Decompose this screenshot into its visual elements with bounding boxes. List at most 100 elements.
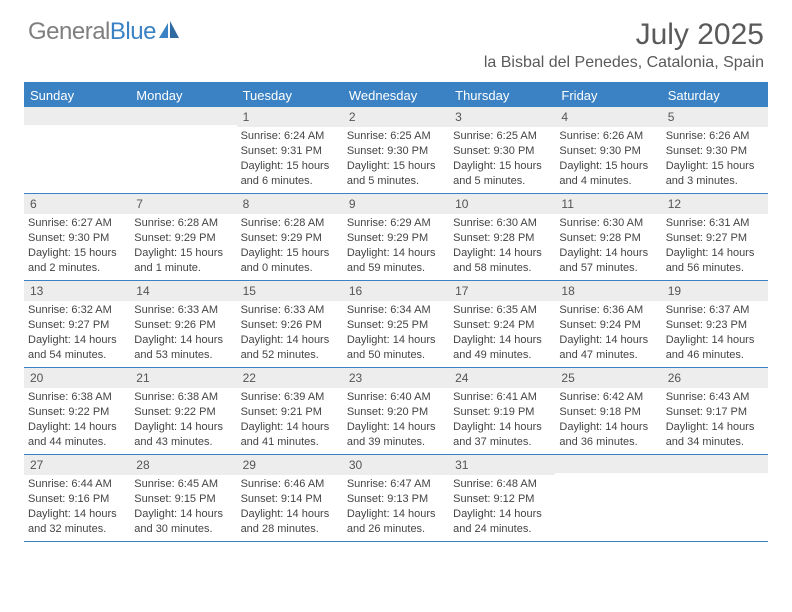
daylight: Daylight: 14 hours and 50 minutes. — [347, 333, 445, 363]
day-number: 29 — [237, 455, 343, 475]
day-number — [130, 107, 236, 125]
sunset: Sunset: 9:17 PM — [666, 405, 764, 420]
daylight: Daylight: 14 hours and 57 minutes. — [559, 246, 657, 276]
day-cell: 31Sunrise: 6:48 AMSunset: 9:12 PMDayligh… — [449, 455, 555, 541]
header: GeneralBlue July 2025 la Bisbal del Pene… — [0, 0, 792, 76]
day-number — [555, 455, 661, 473]
daylight: Daylight: 14 hours and 32 minutes. — [28, 507, 126, 537]
dow-wednesday: Wednesday — [343, 84, 449, 107]
day-cell: 6Sunrise: 6:27 AMSunset: 9:30 PMDaylight… — [24, 194, 130, 280]
day-body: Sunrise: 6:48 AMSunset: 9:12 PMDaylight:… — [449, 477, 555, 540]
day-number: 22 — [237, 368, 343, 388]
sunrise: Sunrise: 6:24 AM — [241, 129, 339, 144]
day-number: 19 — [662, 281, 768, 301]
dow-row: Sunday Monday Tuesday Wednesday Thursday… — [24, 84, 768, 107]
day-body: Sunrise: 6:39 AMSunset: 9:21 PMDaylight:… — [237, 390, 343, 453]
day-cell: 20Sunrise: 6:38 AMSunset: 9:22 PMDayligh… — [24, 368, 130, 454]
day-number: 13 — [24, 281, 130, 301]
day-body: Sunrise: 6:30 AMSunset: 9:28 PMDaylight:… — [449, 216, 555, 279]
sunset: Sunset: 9:27 PM — [666, 231, 764, 246]
sunset: Sunset: 9:22 PM — [28, 405, 126, 420]
sunrise: Sunrise: 6:26 AM — [666, 129, 764, 144]
day-body: Sunrise: 6:34 AMSunset: 9:25 PMDaylight:… — [343, 303, 449, 366]
day-body: Sunrise: 6:35 AMSunset: 9:24 PMDaylight:… — [449, 303, 555, 366]
day-body: Sunrise: 6:26 AMSunset: 9:30 PMDaylight:… — [662, 129, 768, 192]
sunrise: Sunrise: 6:28 AM — [241, 216, 339, 231]
day-cell: 1Sunrise: 6:24 AMSunset: 9:31 PMDaylight… — [237, 107, 343, 193]
day-cell: 27Sunrise: 6:44 AMSunset: 9:16 PMDayligh… — [24, 455, 130, 541]
sunset: Sunset: 9:23 PM — [666, 318, 764, 333]
day-cell: 17Sunrise: 6:35 AMSunset: 9:24 PMDayligh… — [449, 281, 555, 367]
day-body: Sunrise: 6:29 AMSunset: 9:29 PMDaylight:… — [343, 216, 449, 279]
day-number: 21 — [130, 368, 236, 388]
day-number: 24 — [449, 368, 555, 388]
sunrise: Sunrise: 6:43 AM — [666, 390, 764, 405]
day-number: 30 — [343, 455, 449, 475]
day-body: Sunrise: 6:47 AMSunset: 9:13 PMDaylight:… — [343, 477, 449, 540]
sunset: Sunset: 9:28 PM — [559, 231, 657, 246]
day-body: Sunrise: 6:25 AMSunset: 9:30 PMDaylight:… — [449, 129, 555, 192]
sunset: Sunset: 9:25 PM — [347, 318, 445, 333]
sunset: Sunset: 9:30 PM — [28, 231, 126, 246]
sunrise: Sunrise: 6:33 AM — [241, 303, 339, 318]
day-cell — [555, 455, 661, 541]
sunrise: Sunrise: 6:33 AM — [134, 303, 232, 318]
day-number: 5 — [662, 107, 768, 127]
week-row: 20Sunrise: 6:38 AMSunset: 9:22 PMDayligh… — [24, 368, 768, 455]
sunrise: Sunrise: 6:29 AM — [347, 216, 445, 231]
sunrise: Sunrise: 6:35 AM — [453, 303, 551, 318]
daylight: Daylight: 14 hours and 44 minutes. — [28, 420, 126, 450]
day-body: Sunrise: 6:43 AMSunset: 9:17 PMDaylight:… — [662, 390, 768, 453]
day-number: 26 — [662, 368, 768, 388]
sunrise: Sunrise: 6:42 AM — [559, 390, 657, 405]
day-number: 1 — [237, 107, 343, 127]
sunrise: Sunrise: 6:39 AM — [241, 390, 339, 405]
day-number: 23 — [343, 368, 449, 388]
day-cell: 16Sunrise: 6:34 AMSunset: 9:25 PMDayligh… — [343, 281, 449, 367]
daylight: Daylight: 14 hours and 37 minutes. — [453, 420, 551, 450]
daylight: Daylight: 14 hours and 36 minutes. — [559, 420, 657, 450]
daylight: Daylight: 15 hours and 6 minutes. — [241, 159, 339, 189]
day-number: 18 — [555, 281, 661, 301]
sunset: Sunset: 9:18 PM — [559, 405, 657, 420]
weeks-container: 1Sunrise: 6:24 AMSunset: 9:31 PMDaylight… — [24, 107, 768, 542]
day-number: 31 — [449, 455, 555, 475]
day-number: 6 — [24, 194, 130, 214]
calendar: Sunday Monday Tuesday Wednesday Thursday… — [24, 82, 768, 542]
day-cell: 12Sunrise: 6:31 AMSunset: 9:27 PMDayligh… — [662, 194, 768, 280]
day-cell: 18Sunrise: 6:36 AMSunset: 9:24 PMDayligh… — [555, 281, 661, 367]
day-body: Sunrise: 6:33 AMSunset: 9:26 PMDaylight:… — [130, 303, 236, 366]
sunset: Sunset: 9:24 PM — [453, 318, 551, 333]
day-number — [662, 455, 768, 473]
day-cell: 19Sunrise: 6:37 AMSunset: 9:23 PMDayligh… — [662, 281, 768, 367]
day-cell: 4Sunrise: 6:26 AMSunset: 9:30 PMDaylight… — [555, 107, 661, 193]
daylight: Daylight: 14 hours and 52 minutes. — [241, 333, 339, 363]
day-body: Sunrise: 6:27 AMSunset: 9:30 PMDaylight:… — [24, 216, 130, 279]
day-body: Sunrise: 6:40 AMSunset: 9:20 PMDaylight:… — [343, 390, 449, 453]
day-cell: 21Sunrise: 6:38 AMSunset: 9:22 PMDayligh… — [130, 368, 236, 454]
sunrise: Sunrise: 6:30 AM — [559, 216, 657, 231]
sunrise: Sunrise: 6:44 AM — [28, 477, 126, 492]
day-body: Sunrise: 6:25 AMSunset: 9:30 PMDaylight:… — [343, 129, 449, 192]
day-body: Sunrise: 6:24 AMSunset: 9:31 PMDaylight:… — [237, 129, 343, 192]
sunrise: Sunrise: 6:40 AM — [347, 390, 445, 405]
daylight: Daylight: 14 hours and 56 minutes. — [666, 246, 764, 276]
dow-tuesday: Tuesday — [237, 84, 343, 107]
day-body: Sunrise: 6:26 AMSunset: 9:30 PMDaylight:… — [555, 129, 661, 192]
sunset: Sunset: 9:31 PM — [241, 144, 339, 159]
day-cell: 30Sunrise: 6:47 AMSunset: 9:13 PMDayligh… — [343, 455, 449, 541]
day-body: Sunrise: 6:42 AMSunset: 9:18 PMDaylight:… — [555, 390, 661, 453]
day-body: Sunrise: 6:30 AMSunset: 9:28 PMDaylight:… — [555, 216, 661, 279]
location: la Bisbal del Penedes, Catalonia, Spain — [484, 54, 764, 72]
daylight: Daylight: 14 hours and 43 minutes. — [134, 420, 232, 450]
day-body: Sunrise: 6:28 AMSunset: 9:29 PMDaylight:… — [130, 216, 236, 279]
sunset: Sunset: 9:13 PM — [347, 492, 445, 507]
daylight: Daylight: 14 hours and 58 minutes. — [453, 246, 551, 276]
day-cell: 11Sunrise: 6:30 AMSunset: 9:28 PMDayligh… — [555, 194, 661, 280]
sunrise: Sunrise: 6:36 AM — [559, 303, 657, 318]
day-cell: 9Sunrise: 6:29 AMSunset: 9:29 PMDaylight… — [343, 194, 449, 280]
day-cell — [130, 107, 236, 193]
day-cell: 5Sunrise: 6:26 AMSunset: 9:30 PMDaylight… — [662, 107, 768, 193]
daylight: Daylight: 14 hours and 47 minutes. — [559, 333, 657, 363]
sunset: Sunset: 9:30 PM — [347, 144, 445, 159]
